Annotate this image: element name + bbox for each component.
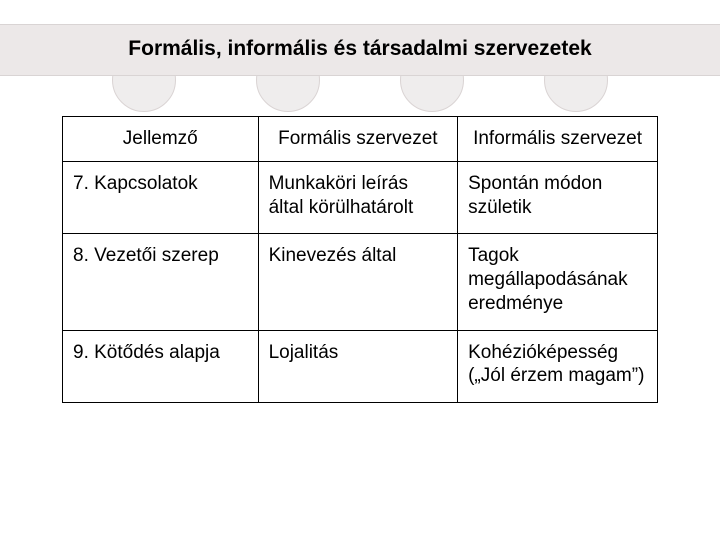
table-cell: Kinevezés által [258, 234, 458, 330]
table-header-row: Jellemző Formális szervezet Informális s… [63, 117, 658, 162]
table-row: 9. Kötődés alapja Lojalitás Kohézióképes… [63, 330, 658, 403]
table-cell: Kohézióképesség („Jól érzem magam”) [458, 330, 658, 403]
table-cell: Lojalitás [258, 330, 458, 403]
table-row: 8. Vezetői szerep Kinevezés által Tagok … [63, 234, 658, 330]
table-cell: Munkaköri leírás által körülhatárolt [258, 161, 458, 234]
page-title: Formális, informális és társadalmi szerv… [0, 24, 720, 74]
table-cell: Spontán módon születik [458, 161, 658, 234]
table-cell: 8. Vezetői szerep [63, 234, 259, 330]
table-cell: 9. Kötődés alapja [63, 330, 259, 403]
table-header-cell: Jellemző [63, 117, 259, 162]
table-row: 7. Kapcsolatok Munkaköri leírás által kö… [63, 161, 658, 234]
decorative-dots [0, 74, 720, 120]
table-header-cell: Formális szervezet [258, 117, 458, 162]
comparison-table: Jellemző Formális szervezet Informális s… [62, 116, 658, 403]
table-header-cell: Informális szervezet [458, 117, 658, 162]
table-cell: 7. Kapcsolatok [63, 161, 259, 234]
table-cell: Tagok megállapodásának eredménye [458, 234, 658, 330]
